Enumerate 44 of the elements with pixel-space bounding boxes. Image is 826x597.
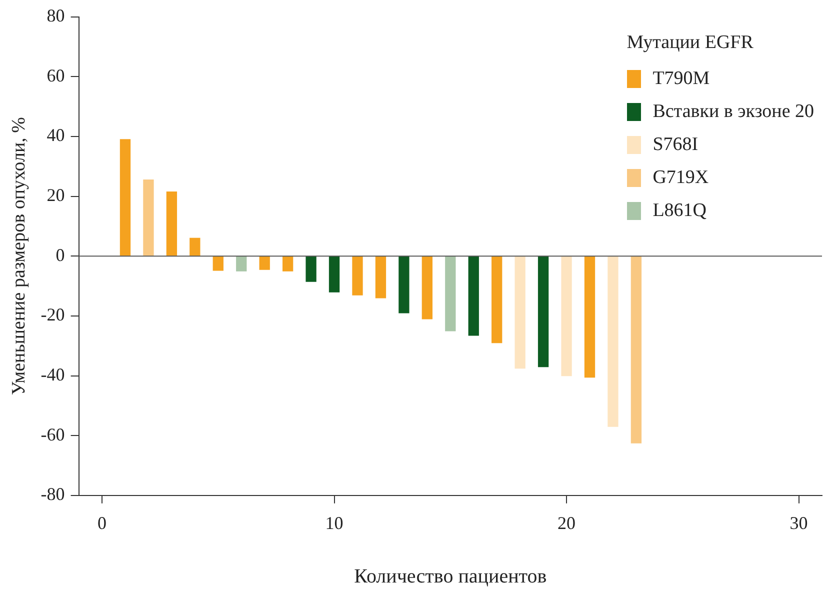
- y-tick-label: -80: [40, 484, 65, 504]
- y-tick-label: -40: [40, 364, 65, 384]
- y-tick-label: -60: [40, 424, 65, 444]
- bar: [352, 256, 363, 296]
- bar: [375, 256, 386, 298]
- bar: [468, 256, 479, 336]
- bar: [538, 256, 549, 368]
- bar: [259, 256, 270, 270]
- y-tick-label: 0: [56, 244, 65, 265]
- legend-label: Вставки в экзоне 20: [652, 100, 814, 122]
- legend-title: Мутации EGFR: [626, 32, 754, 54]
- legend-label: G719X: [652, 166, 709, 188]
- y-tick-label: 20: [46, 185, 65, 206]
- bar: [584, 256, 596, 378]
- legend-label: L861Q: [652, 200, 707, 222]
- bar: [120, 139, 131, 256]
- y-tick-label: -20: [40, 304, 65, 325]
- x-tick-label: 0: [98, 512, 107, 533]
- bar: [630, 256, 642, 444]
- bar: [190, 238, 200, 256]
- x-tick-label: 20: [558, 512, 576, 533]
- legend-label: T790M: [652, 68, 710, 90]
- y-tick-label: 60: [46, 65, 65, 86]
- bar: [608, 256, 618, 427]
- y-axis-title: Уменьшение размеров опухоли, %: [8, 116, 30, 396]
- bar: [306, 256, 316, 282]
- x-axis-title: Количество пациентов: [354, 565, 547, 588]
- bar: [514, 256, 526, 369]
- bar: [212, 256, 224, 271]
- y-tick-label: 40: [46, 125, 65, 146]
- bar: [445, 256, 456, 332]
- bar: [398, 256, 410, 314]
- bar: [236, 256, 247, 272]
- x-tick-label: 30: [790, 512, 808, 533]
- x-tick-label: 10: [325, 512, 344, 533]
- bar: [422, 256, 432, 320]
- bar: [328, 256, 340, 292]
- y-tick-label: 80: [46, 6, 65, 26]
- legend-label: S768I: [652, 134, 698, 156]
- bar: [166, 191, 178, 256]
- bar: [492, 256, 502, 344]
- bar: [143, 179, 154, 256]
- bar: [561, 256, 572, 376]
- bar: [282, 256, 294, 272]
